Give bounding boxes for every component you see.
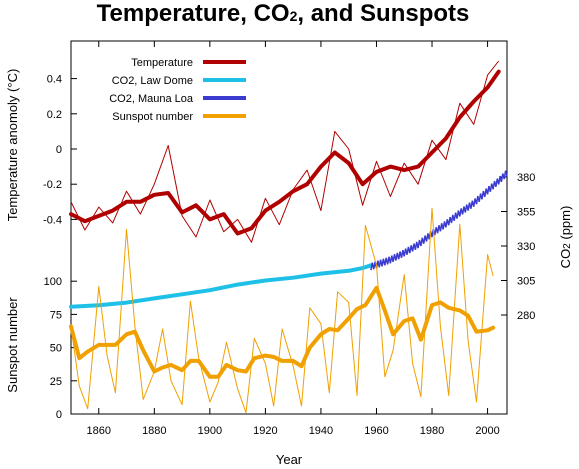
sunspot-tick-label: 50 bbox=[50, 343, 62, 355]
x-tick-label: 1980 bbox=[420, 425, 444, 437]
co2-tick-label: 305 bbox=[517, 276, 535, 288]
co2-axis-title: CO2 (ppm) bbox=[558, 206, 573, 269]
legend: Temperature CO2, Law Dome CO2, Mauna Loa Su… bbox=[109, 57, 246, 123]
x-axis: 1860 1880 1900 1920 1940 1960 1980 2000 bbox=[87, 41, 500, 437]
sunspot-tick-label: 0 bbox=[56, 409, 62, 421]
series-law-dome-line bbox=[69, 263, 373, 309]
chart-title-post: , and Sunspots bbox=[297, 0, 469, 27]
legend-label: Temperature bbox=[131, 57, 193, 69]
temperature-tick-label: 0.2 bbox=[47, 109, 62, 121]
legend-label: CO2, Law Dome bbox=[112, 75, 193, 87]
sunspot-axis-title: Sunspot number bbox=[5, 297, 20, 393]
plot-frame bbox=[70, 40, 508, 415]
temperature-axis: -0.4 -0.2 0 0.2 0.4 bbox=[43, 74, 77, 226]
co2-axis: 280 305 330 355 380 bbox=[501, 172, 535, 322]
series-smoothed-line bbox=[69, 69, 501, 236]
temperature-tick-label: -0.2 bbox=[43, 179, 62, 191]
temperature-tick-label: 0 bbox=[56, 144, 62, 156]
chart-title-sub: 2 bbox=[290, 8, 298, 24]
x-tick-label: 2000 bbox=[475, 425, 499, 437]
sunspot-tick-label: 100 bbox=[44, 276, 62, 288]
x-tick-label: 1880 bbox=[142, 425, 166, 437]
chart-title: Temperature, CO2, and Sunspots bbox=[97, 0, 470, 27]
series-mauna-loa-line bbox=[370, 170, 508, 271]
series-smoothed-line bbox=[69, 285, 496, 379]
co2-axis-title-post: (ppm) bbox=[558, 206, 573, 244]
series-annual-line bbox=[70, 60, 500, 243]
sunspot-tick-label: 25 bbox=[50, 376, 62, 388]
co2-tick-label: 380 bbox=[517, 172, 535, 184]
chart-title-pre: Temperature, CO bbox=[97, 0, 290, 27]
temperature-tick-label: 0.4 bbox=[47, 74, 62, 86]
x-axis-title: Year bbox=[276, 452, 303, 467]
co2-tick-label: 330 bbox=[517, 241, 535, 253]
co2-tick-label: 280 bbox=[517, 310, 535, 322]
x-tick-label: 1960 bbox=[364, 425, 388, 437]
co2-tick-label: 355 bbox=[517, 207, 535, 219]
sunspot-axis: 0 25 50 75 100 bbox=[44, 276, 77, 421]
x-tick-label: 1860 bbox=[87, 425, 111, 437]
x-tick-label: 1940 bbox=[309, 425, 333, 437]
x-tick-label: 1900 bbox=[198, 425, 222, 437]
co2-axis-title-pre: CO bbox=[558, 249, 573, 269]
legend-label: CO2, Mauna Loa bbox=[109, 93, 194, 105]
legend-label: Sunspot number bbox=[112, 111, 193, 123]
temperature-axis-title: Temperature anomoly (°C) bbox=[5, 69, 20, 222]
temperature-tick-label: -0.4 bbox=[43, 214, 62, 226]
series-layer bbox=[69, 60, 508, 414]
sunspot-tick-label: 75 bbox=[50, 309, 62, 321]
co2-axis-title-sub: 2 bbox=[562, 243, 573, 249]
x-tick-label: 1920 bbox=[253, 425, 277, 437]
